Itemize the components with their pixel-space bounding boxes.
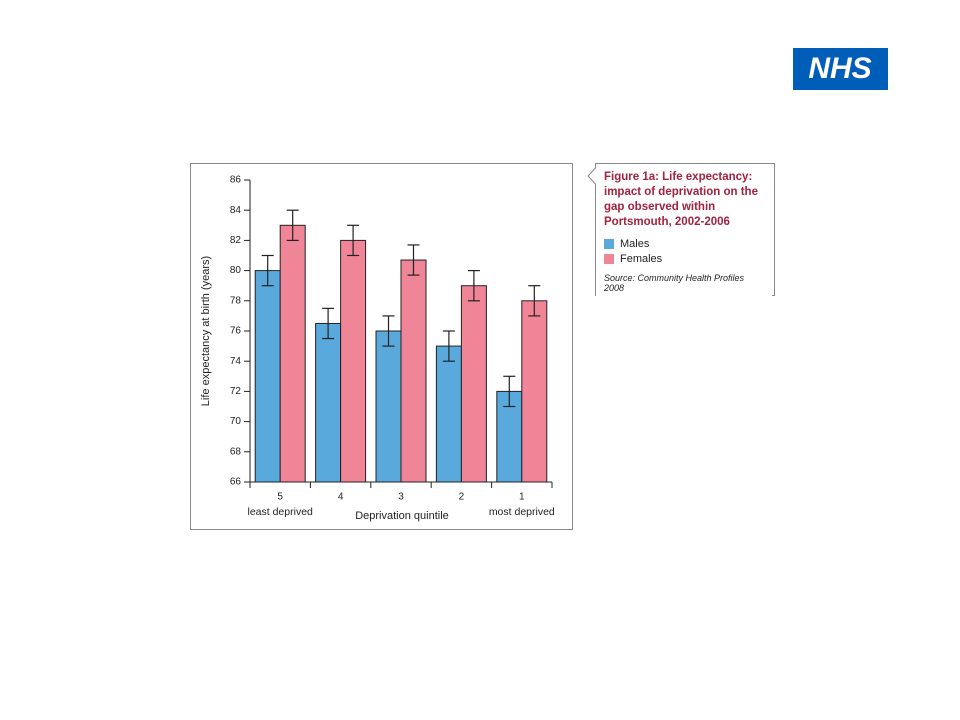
error-bar <box>382 315 395 347</box>
y-tick-label: 84 <box>230 205 242 216</box>
bar <box>315 322 342 483</box>
error-bar <box>503 375 516 408</box>
y-tick-label: 82 <box>230 235 242 246</box>
y-tick-label: 74 <box>230 356 242 367</box>
error-bar <box>322 307 335 340</box>
chart-title: Figure 1a: Life expectancy: impact of de… <box>604 171 758 228</box>
bar <box>340 239 367 483</box>
error-bar <box>347 224 360 257</box>
error-bar <box>528 285 541 317</box>
y-tick-label: 76 <box>230 326 242 337</box>
x-tick-label: 2 <box>459 492 465 503</box>
error-bar <box>442 330 455 362</box>
error-bar <box>467 270 480 302</box>
x-tick-label: 3 <box>398 492 404 503</box>
source: Source: Community Health Profiles 2008 <box>604 273 745 293</box>
logo-box <box>793 48 888 90</box>
error-bar <box>261 254 274 287</box>
bar <box>521 300 548 483</box>
x-tick-label: 1 <box>519 492 525 503</box>
legend-entry: Males <box>604 238 764 250</box>
legend-label: Females <box>620 253 663 265</box>
y-tick-label: 66 <box>230 477 242 488</box>
y-tick-label: 86 <box>230 175 242 186</box>
x-tick-sublabel: least deprived <box>248 506 314 518</box>
legend-entry: Females <box>604 253 764 265</box>
y-axis-label: Life expectancy at birth (years) <box>200 256 212 406</box>
y-tick-label: 78 <box>230 295 242 306</box>
x-tick-sublabel: most deprived <box>489 506 555 518</box>
bar <box>375 330 402 483</box>
x-axis-label: Deprivation quintile <box>355 510 449 522</box>
bar <box>435 345 462 483</box>
legend-label: Males <box>620 238 650 250</box>
bar <box>279 224 306 483</box>
y-tick-label: 68 <box>230 446 242 457</box>
bar <box>460 285 487 483</box>
legend: Figure 1a: Life expectancy: impact of de… <box>596 164 772 299</box>
bar <box>254 270 281 483</box>
legend-items: Males Females <box>604 238 764 265</box>
legend-swatch <box>604 239 614 249</box>
error-bar <box>407 244 420 276</box>
y-tick-label: 70 <box>230 416 242 427</box>
bar <box>400 259 427 483</box>
y-tick-label: 80 <box>230 265 242 276</box>
y-tick-label: 72 <box>230 386 242 397</box>
legend-swatch <box>604 254 614 264</box>
logo: NHS <box>808 52 871 85</box>
x-tick-label: 4 <box>338 492 344 503</box>
x-tick-label: 5 <box>277 492 283 503</box>
error-bar <box>286 209 299 241</box>
